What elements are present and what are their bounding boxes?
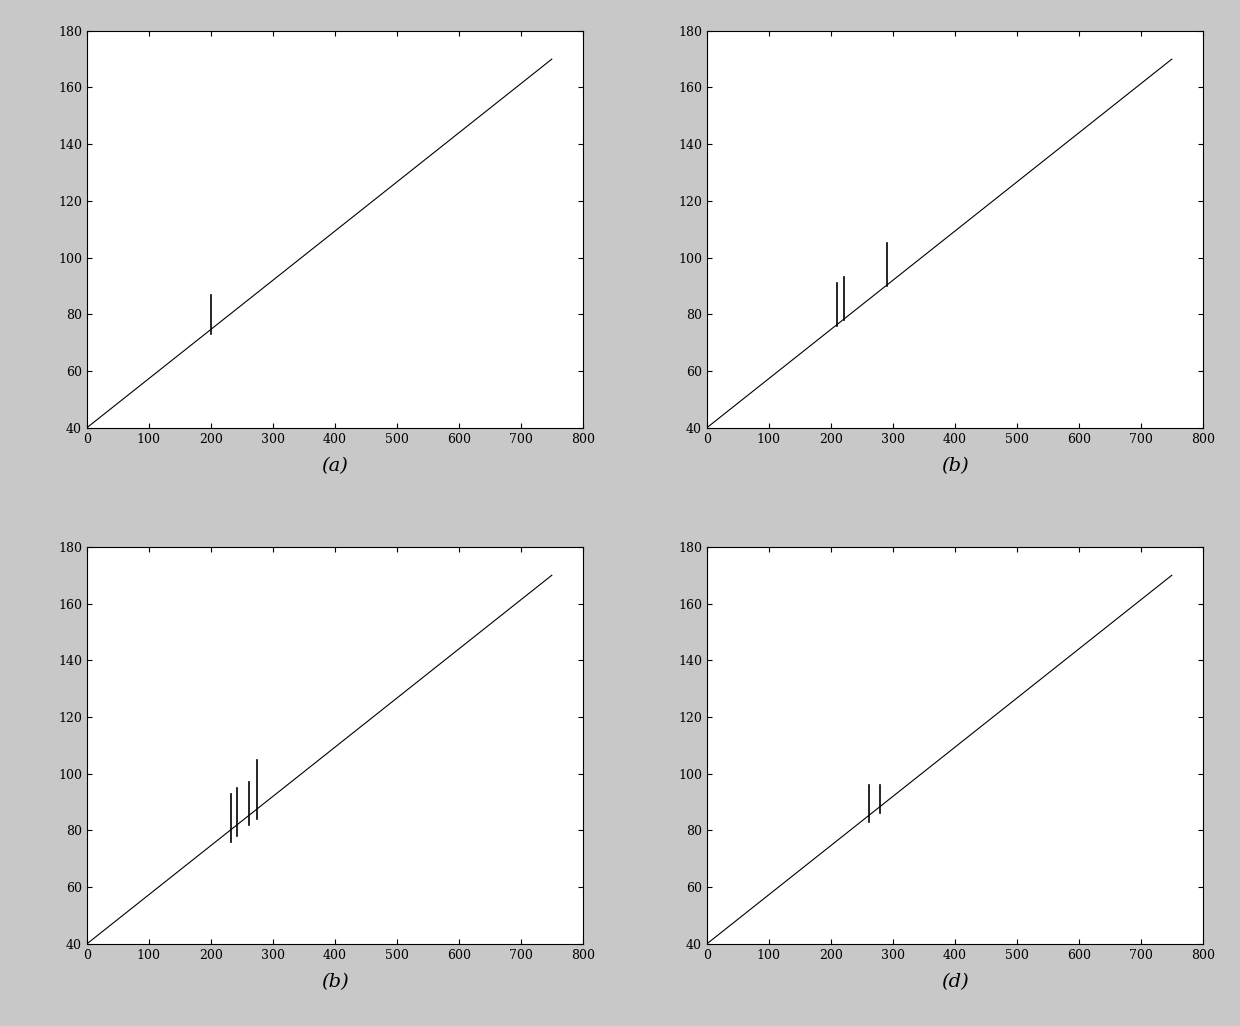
X-axis label: (a): (a) xyxy=(321,457,348,475)
X-axis label: (b): (b) xyxy=(941,457,968,475)
X-axis label: (d): (d) xyxy=(941,973,968,991)
X-axis label: (b): (b) xyxy=(321,973,348,991)
